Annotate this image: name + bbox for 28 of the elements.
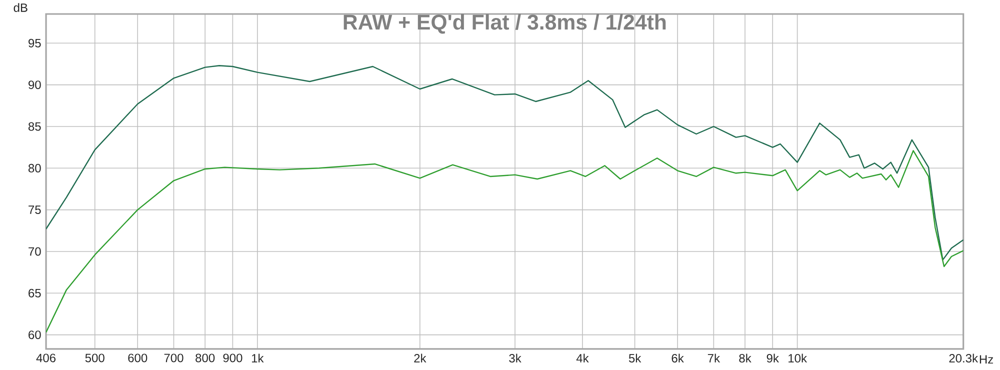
y-tick-label: 80 — [28, 164, 41, 172]
y-tick-label: 70 — [28, 247, 41, 256]
x-tick-label: 5k — [628, 354, 642, 363]
y-tick-label: 65 — [28, 288, 41, 298]
y-tick-label: 95 — [28, 38, 41, 48]
x-tick-label: 900 — [223, 354, 242, 362]
x-tick-label: 406 — [36, 354, 56, 362]
x-tick-label: 20.3k — [949, 354, 978, 363]
x-axis-title: Hz — [980, 355, 994, 364]
y-tick-label: 60 — [28, 330, 41, 340]
y-tick-label: 85 — [28, 122, 41, 131]
chart-title: RAW + EQ'd Flat / 3.8ms / 1/24th — [344, 14, 666, 34]
x-tick-label: 10k — [788, 354, 808, 363]
x-tick-label: 500 — [85, 354, 104, 362]
x-tick-label: 2k — [414, 354, 426, 362]
x-tick-label: 8k — [739, 354, 752, 363]
x-tick-label: 1k — [252, 354, 264, 362]
x-tick-label: 9k — [766, 354, 779, 363]
y-axis-title: dB — [14, 3, 28, 12]
x-tick-label: 700 — [164, 354, 184, 362]
x-tick-label: 4k — [576, 354, 589, 362]
x-tick-label: 600 — [128, 354, 148, 362]
x-tick-label: 7k — [708, 354, 720, 362]
y-tick-label: 75 — [28, 206, 41, 214]
x-tick-label: 3k — [509, 354, 522, 363]
x-tick-label: 6k — [672, 354, 684, 363]
x-tick-label: 800 — [196, 354, 215, 362]
y-tick-label: 90 — [28, 80, 41, 90]
